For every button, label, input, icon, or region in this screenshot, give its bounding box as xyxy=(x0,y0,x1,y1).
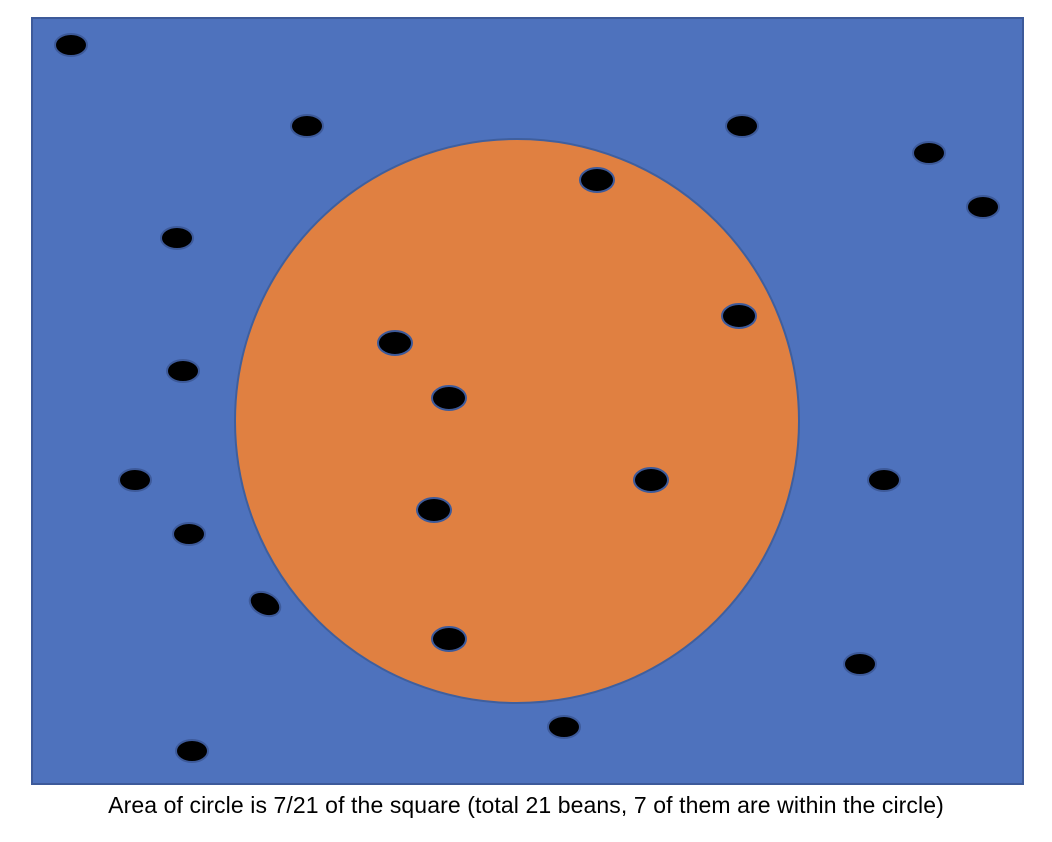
bean-outside xyxy=(119,469,151,491)
bean-inside xyxy=(432,386,466,410)
bean-outside xyxy=(967,196,999,218)
bean-outside xyxy=(548,716,580,738)
bean-inside xyxy=(432,627,466,651)
bean-outside xyxy=(55,34,87,56)
bean-inside xyxy=(378,331,412,355)
bean-inside xyxy=(722,304,756,328)
bean-outside xyxy=(167,360,199,382)
bean-inside xyxy=(417,498,451,522)
bean-outside xyxy=(173,523,205,545)
bean-inside xyxy=(634,468,668,492)
bean-outside xyxy=(161,227,193,249)
caption: Area of circle is 7/21 of the square (to… xyxy=(0,792,1052,819)
circle-region xyxy=(235,139,799,703)
bean-inside xyxy=(580,168,614,192)
bean-outside xyxy=(291,115,323,137)
bean-outside xyxy=(844,653,876,675)
bean-outside xyxy=(176,740,208,762)
bean-outside xyxy=(868,469,900,491)
bean-outside xyxy=(726,115,758,137)
bean-outside xyxy=(913,142,945,164)
